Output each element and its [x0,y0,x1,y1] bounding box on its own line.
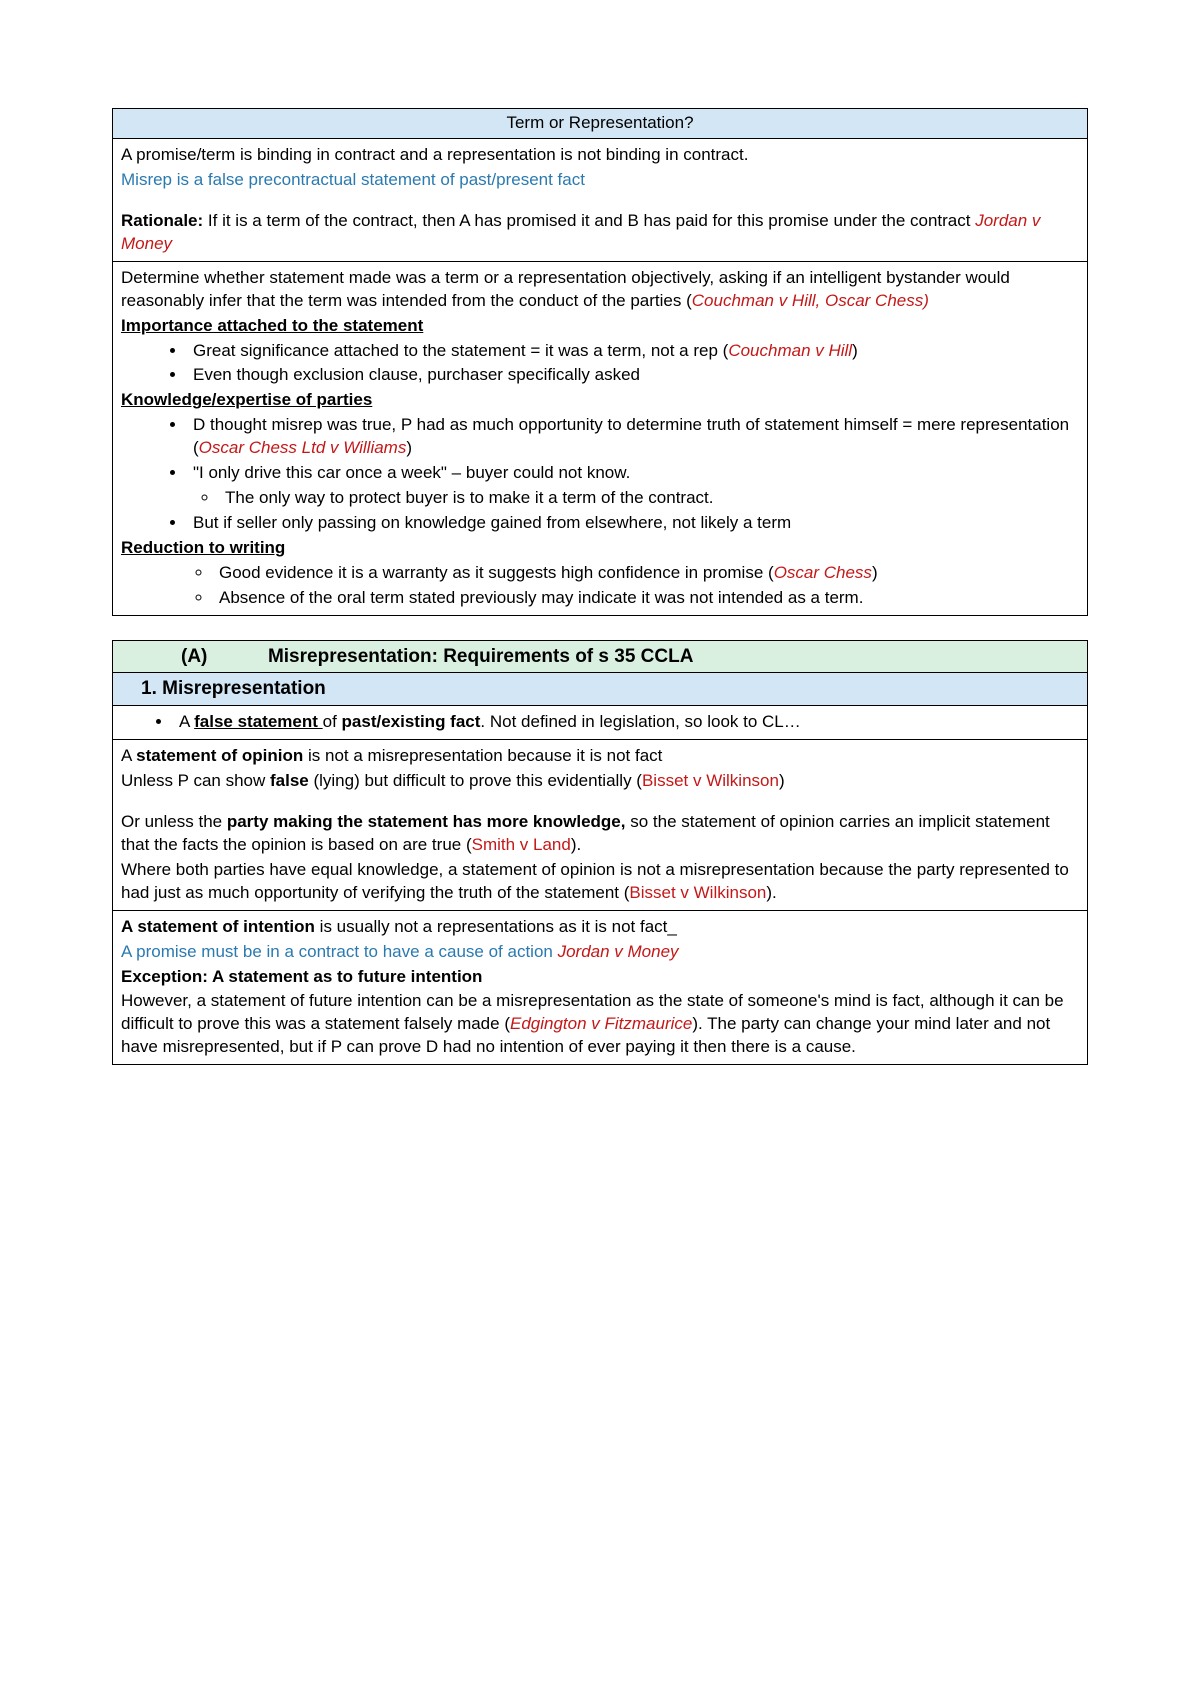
t2r5-p2: A promise must be in a contract to have … [121,941,1079,964]
t1r2-p1: A promise/term is binding in contract an… [121,144,1079,167]
t2r4-p3: Or unless the party making the statement… [121,811,1079,857]
table2-row3: A false statement of past/existing fact.… [113,706,1088,740]
table-term-or-representation: Term or Representation? A promise/term i… [112,108,1088,616]
list-item: Great significance attached to the state… [187,340,1079,363]
table1-row2: A promise/term is binding in contract an… [113,138,1088,261]
t2r4-p2: Unless P can show false (lying) but diff… [121,770,1079,793]
table1-row3: Determine whether statement made was a t… [113,261,1088,615]
misrep-heading: 1. Misrepresentation [121,678,326,699]
table2-row5: A statement of intention is usually not … [113,910,1088,1065]
t1r3-h3: Reduction to writing [121,537,1079,560]
sublist: The only way to protect buyer is to make… [193,487,1079,510]
table2-row2: 1. Misrepresentation [113,673,1088,706]
t2r5-p3: However, a statement of future intention… [121,990,1079,1059]
t1r3-intro: Determine whether statement made was a t… [121,267,1079,313]
t2r3-list: A false statement of past/existing fact.… [121,711,1079,734]
document-page: Term or Representation? A promise/term i… [0,0,1200,1698]
t1r3-h2: Knowledge/expertise of parties [121,389,1079,412]
list-item: "I only drive this car once a week" – bu… [187,462,1079,510]
t1r3-h1: Importance attached to the statement [121,315,1079,338]
rationale-text: If it is a term of the contract, then A … [203,211,975,230]
section-a: (A) Misrepresentation: Requirements of s… [121,646,693,667]
table1-title: Term or Representation? [506,113,693,132]
list-item: The only way to protect buyer is to make… [219,487,1079,510]
list-item: A false statement of past/existing fact.… [173,711,1079,734]
t1r3-list2: D thought misrep was true, P had as much… [121,414,1079,535]
list-item: But if seller only passing on knowledge … [187,512,1079,535]
t1r3-list3: Good evidence it is a warranty as it sug… [121,562,1079,610]
list-item: D thought misrep was true, P had as much… [187,414,1079,460]
rationale-label: Rationale: [121,211,203,230]
t2r4-p4: Where both parties have equal knowledge,… [121,859,1079,905]
list-item: Even though exclusion clause, purchaser … [187,364,1079,387]
t1r3-list1: Great significance attached to the state… [121,340,1079,388]
table1-header: Term or Representation? [113,109,1088,139]
table2-header-a: (A) Misrepresentation: Requirements of s… [113,640,1088,673]
t1r2-p2: Misrep is a false precontractual stateme… [121,169,1079,192]
t1r2-rationale: Rationale: If it is a term of the contra… [121,210,1079,256]
table2-row4: A statement of opinion is not a misrepre… [113,740,1088,911]
t2r5-p1: A statement of intention is usually not … [121,916,1079,939]
t2r4-p1: A statement of opinion is not a misrepre… [121,745,1079,768]
list-item: Absence of the oral term stated previous… [213,587,1079,610]
t2r5-exception: Exception: A statement as to future inte… [121,966,1079,989]
list-item: Good evidence it is a warranty as it sug… [213,562,1079,585]
table-misrepresentation: (A) Misrepresentation: Requirements of s… [112,640,1088,1065]
